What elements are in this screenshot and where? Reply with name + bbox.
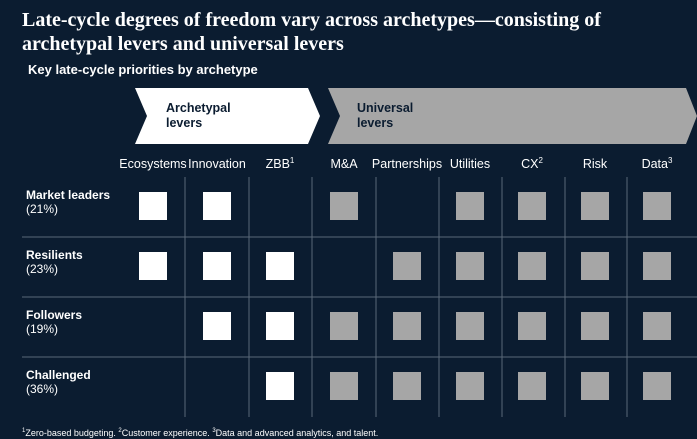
column-header-utilities: Utilities — [450, 157, 490, 171]
priority-square-market-leaders-m-a — [330, 192, 358, 220]
column-header-footnote-mark: 1 — [289, 155, 295, 165]
column-header-data: Data3 — [641, 155, 673, 171]
column-header-m-a: M&A — [330, 157, 357, 171]
column-header-label: Innovation — [188, 157, 246, 171]
priority-square-resilients-innovation — [203, 252, 231, 280]
priority-square-followers-utilities — [456, 312, 484, 340]
priority-square-followers-partnerships — [393, 312, 421, 340]
column-header-label: ZBB — [265, 157, 290, 171]
priority-square-market-leaders-data — [643, 192, 671, 220]
priority-square-resilients-ecosystems — [139, 252, 167, 280]
priority-square-resilients-partnerships — [393, 252, 421, 280]
row-label-resilients: Resilients (23%) — [26, 248, 83, 276]
priority-square-resilients-risk — [581, 252, 609, 280]
priority-square-challenged-zbb — [266, 372, 294, 400]
priority-square-followers-innovation — [203, 312, 231, 340]
priority-square-challenged-data — [643, 372, 671, 400]
column-header-label: Risk — [582, 157, 608, 171]
row-share: (36%) — [26, 382, 59, 396]
column-header-label: M&A — [330, 157, 358, 171]
priority-square-challenged-cx — [518, 372, 546, 400]
priority-square-challenged-m-a — [330, 372, 358, 400]
priority-square-resilients-zbb — [266, 252, 294, 280]
column-header-risk: Risk — [583, 157, 607, 171]
footnote-mark-3: 3 — [212, 428, 216, 434]
row-share: (19%) — [26, 322, 59, 336]
footnote-text-3: Data and advanced analytics, and talent. — [215, 428, 379, 438]
footnote-text-1: Zero-based budgeting. — [25, 428, 119, 438]
row-name: Challenged — [26, 368, 91, 382]
priority-square-followers-cx — [518, 312, 546, 340]
universal-levers-label-line1: Universal — [357, 101, 413, 115]
row-label-challenged: Challenged (36%) — [26, 368, 91, 396]
row-share: (21%) — [26, 202, 59, 216]
row-label-followers: Followers (19%) — [26, 308, 82, 336]
column-header-label: Partnerships — [371, 157, 443, 171]
priority-square-followers-risk — [581, 312, 609, 340]
archetypal-levers-arrow — [135, 88, 320, 144]
priority-square-resilients-cx — [518, 252, 546, 280]
row-name: Resilients — [26, 248, 83, 262]
footnote-mark-2: 2 — [118, 428, 122, 434]
priority-square-market-leaders-cx — [518, 192, 546, 220]
priority-square-market-leaders-risk — [581, 192, 609, 220]
priority-square-challenged-utilities — [456, 372, 484, 400]
priority-square-challenged-partnerships — [393, 372, 421, 400]
column-header-label: Ecosystems — [119, 157, 187, 171]
priority-square-followers-zbb — [266, 312, 294, 340]
column-header-innovation: Innovation — [188, 157, 246, 171]
priority-square-challenged-risk — [581, 372, 609, 400]
row-name: Market leaders — [26, 188, 111, 202]
column-header-label: Data — [641, 157, 668, 171]
column-header-partnerships: Partnerships — [372, 157, 442, 171]
row-label-market-leaders: Market leaders (21%) — [26, 188, 110, 216]
priority-square-followers-data — [643, 312, 671, 340]
column-header-footnote-mark: 3 — [667, 155, 673, 165]
column-header-zbb: ZBB1 — [265, 155, 295, 171]
chart-title: Late-cycle degrees of freedom vary acros… — [22, 9, 601, 55]
archetypal-levers-label-line1: Archetypal — [166, 101, 231, 115]
row-share: (23%) — [26, 262, 59, 276]
chart-subtitle: Key late-cycle priorities by archetype — [28, 62, 258, 77]
column-header-ecosystems: Ecosystems — [119, 157, 186, 171]
priority-square-resilients-data — [643, 252, 671, 280]
priority-square-market-leaders-ecosystems — [139, 192, 167, 220]
footnote: 1Zero-based budgeting. 2Customer experie… — [22, 428, 378, 438]
universal-levers-label-line2: levers — [357, 116, 393, 130]
priority-square-followers-m-a — [330, 312, 358, 340]
universal-levers-arrow — [328, 88, 697, 144]
archetypal-levers-label-line2: levers — [166, 116, 202, 130]
column-header-footnote-mark: 2 — [538, 155, 543, 165]
column-header-label: Utilities — [449, 157, 491, 171]
priority-square-market-leaders-utilities — [456, 192, 484, 220]
priority-square-market-leaders-innovation — [203, 192, 231, 220]
column-header-cx: CX2 — [521, 155, 543, 171]
footnote-mark-1: 1 — [22, 428, 26, 434]
footnote-text-2: Customer experience. — [121, 428, 213, 438]
column-header-label: CX — [521, 157, 539, 171]
row-name: Followers — [26, 308, 83, 322]
priority-square-resilients-utilities — [456, 252, 484, 280]
